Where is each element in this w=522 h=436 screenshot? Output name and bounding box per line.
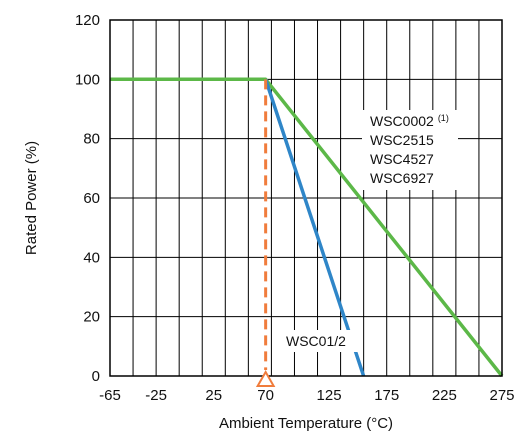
- series-lines: [110, 77, 504, 378]
- series-label-text: WSC0002 (1): [370, 113, 449, 129]
- x-tick-labels: -65 -25 25 70 125 175 225 275: [99, 387, 514, 404]
- series-label-box-2: [280, 330, 360, 352]
- y-tick-label: 100: [75, 71, 100, 88]
- x-tick-label: 175: [374, 387, 399, 404]
- x-tick-label: -25: [145, 387, 167, 404]
- y-tick-label: 20: [83, 309, 100, 326]
- series-labels: WSC0002 (1) WSC2515 WSC4527 WSC6927 WSC01/2: [280, 110, 458, 352]
- x-axis-title: Ambient Temperature (°C): [219, 415, 393, 432]
- x-tick-label: -65: [99, 387, 121, 404]
- series-label-superscript: (1): [438, 113, 449, 123]
- plot-frame: [109, 19, 503, 377]
- y-tick-label: 120: [75, 12, 100, 29]
- y-tick-label: 0: [92, 368, 100, 385]
- y-tick-label: 60: [83, 190, 100, 207]
- triangle-marker: [255, 369, 276, 387]
- x-tick-label: 275: [489, 387, 514, 404]
- x-tick-label: 125: [317, 387, 342, 404]
- series-label-box-1: [362, 110, 458, 190]
- series-label-text: WSC01/2: [286, 333, 346, 349]
- series-label-text: WSC4527: [370, 151, 434, 167]
- y-tick-labels: 0 20 40 60 80 100 120: [75, 12, 100, 385]
- y-axis-title: Rated Power (%): [23, 141, 40, 255]
- x-tick-label: 25: [205, 387, 222, 404]
- x-tick-label: 70: [257, 387, 274, 404]
- y-tick-label: 40: [83, 249, 100, 266]
- y-tick-label: 80: [83, 131, 100, 148]
- series-label-text: WSC2515: [370, 132, 434, 148]
- annotations: [255, 79, 276, 387]
- series-line-2: [263, 78, 366, 377]
- x-tick-label: 225: [432, 387, 457, 404]
- series-label-text: WSC6927: [370, 170, 434, 186]
